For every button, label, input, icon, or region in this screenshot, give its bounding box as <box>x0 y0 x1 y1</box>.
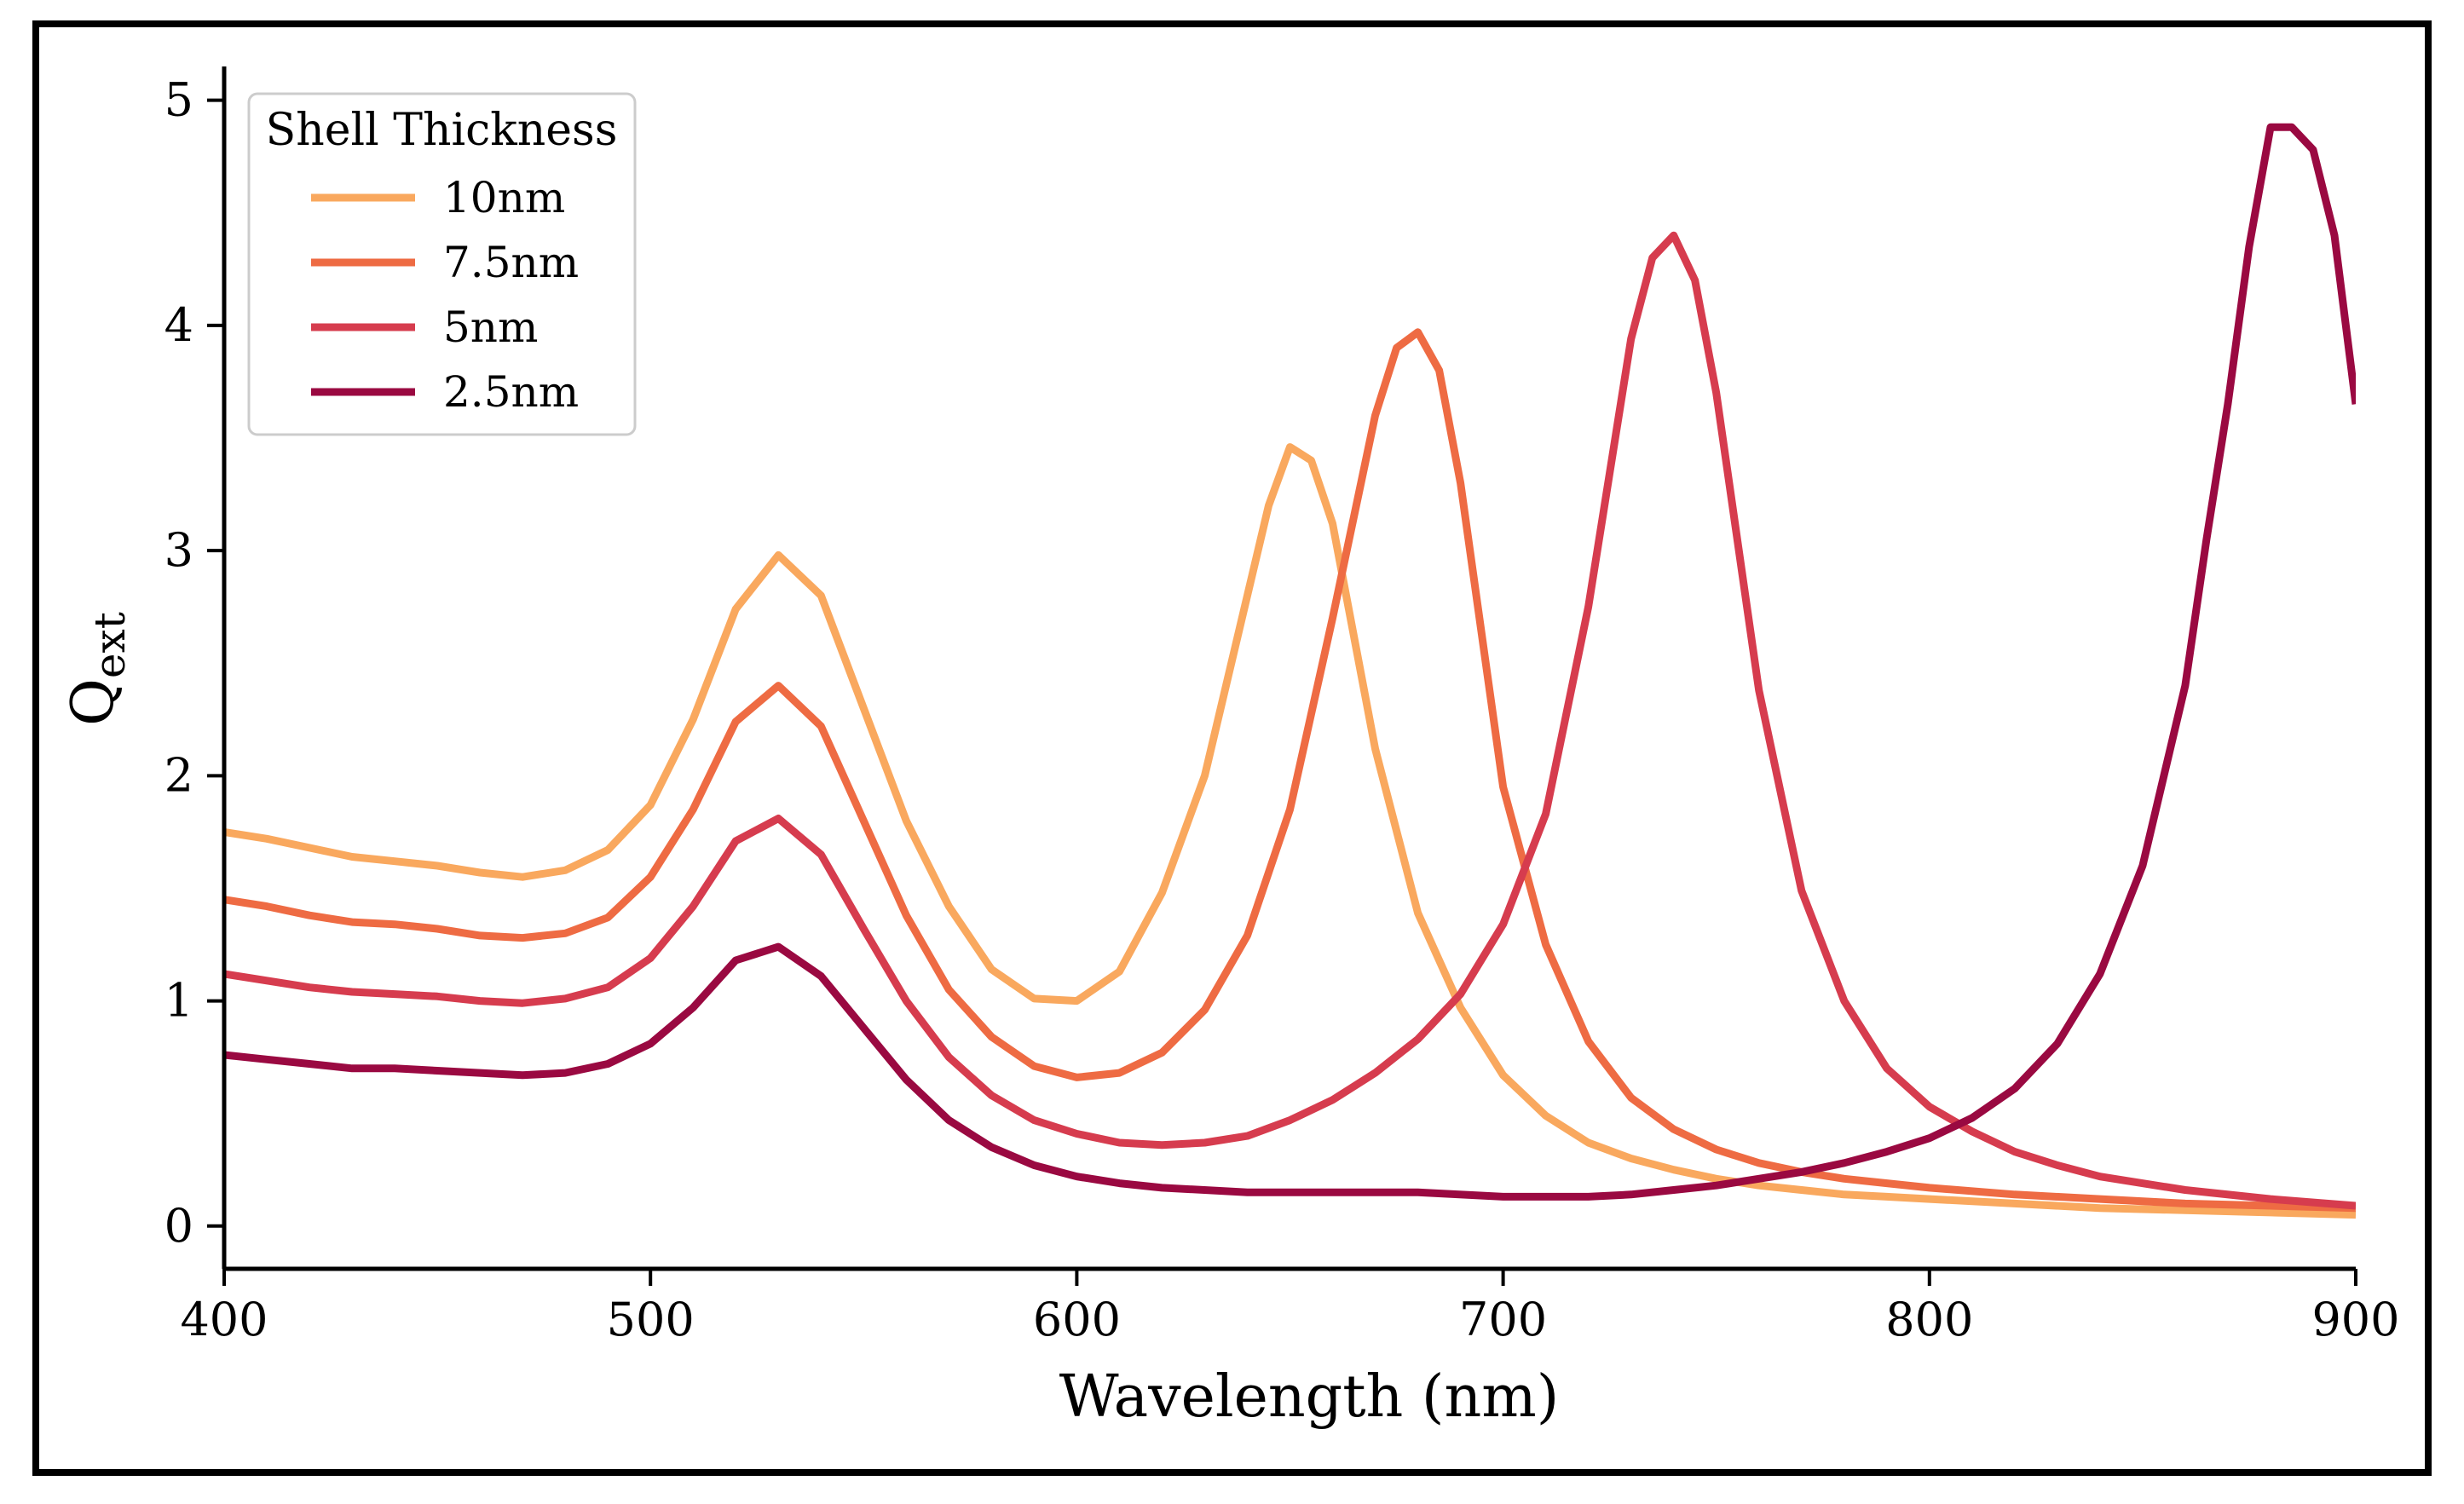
x-tick-label: 800 <box>1885 1293 1973 1346</box>
y-tick-label: 0 <box>164 1199 193 1253</box>
y-tick-label: 1 <box>164 974 193 1028</box>
x-tick-label: 700 <box>1459 1293 1547 1346</box>
x-axis-label: Wavelength (nm) <box>1059 1363 1560 1431</box>
y-tick-label: 2 <box>164 748 193 802</box>
y-tick-label: 4 <box>164 298 193 352</box>
svg-text:Qext: Qext <box>60 612 135 726</box>
y-tick-label: 5 <box>164 73 193 127</box>
legend-label-2.5nm: 2.5nm <box>443 367 579 417</box>
legend-frame <box>247 92 637 436</box>
legend-label-10nm: 10nm <box>443 173 565 222</box>
x-tick-label: 500 <box>607 1293 695 1346</box>
legend-title: Shell Thickness <box>266 105 618 156</box>
y-axis-label-main: Q <box>60 678 127 726</box>
legend: Shell Thickness 10nm 7.5nm 5nm 2.5nm <box>247 92 637 436</box>
legend-items: 10nm 7.5nm 5nm 2.5nm <box>311 173 579 417</box>
y-ticks: 0 1 2 3 4 5 <box>164 73 224 1253</box>
series-layer <box>224 123 2356 1219</box>
y-tick-label: 3 <box>164 523 193 577</box>
x-ticks: 400 500 600 700 800 900 <box>180 1269 2400 1346</box>
x-tick-label: 400 <box>180 1293 268 1346</box>
legend-label-7.5nm: 7.5nm <box>443 238 579 287</box>
y-axis-label: Qext <box>60 612 135 726</box>
x-tick-label: 600 <box>1033 1293 1121 1346</box>
series-line-10nm <box>224 443 2356 1219</box>
series-line-5nm <box>224 231 2356 1210</box>
x-tick-label: 900 <box>2311 1293 2399 1346</box>
series-line-2.5nm <box>224 123 2356 1201</box>
legend-label-5nm: 5nm <box>443 303 538 352</box>
y-axis-label-sub: ext <box>85 612 135 678</box>
